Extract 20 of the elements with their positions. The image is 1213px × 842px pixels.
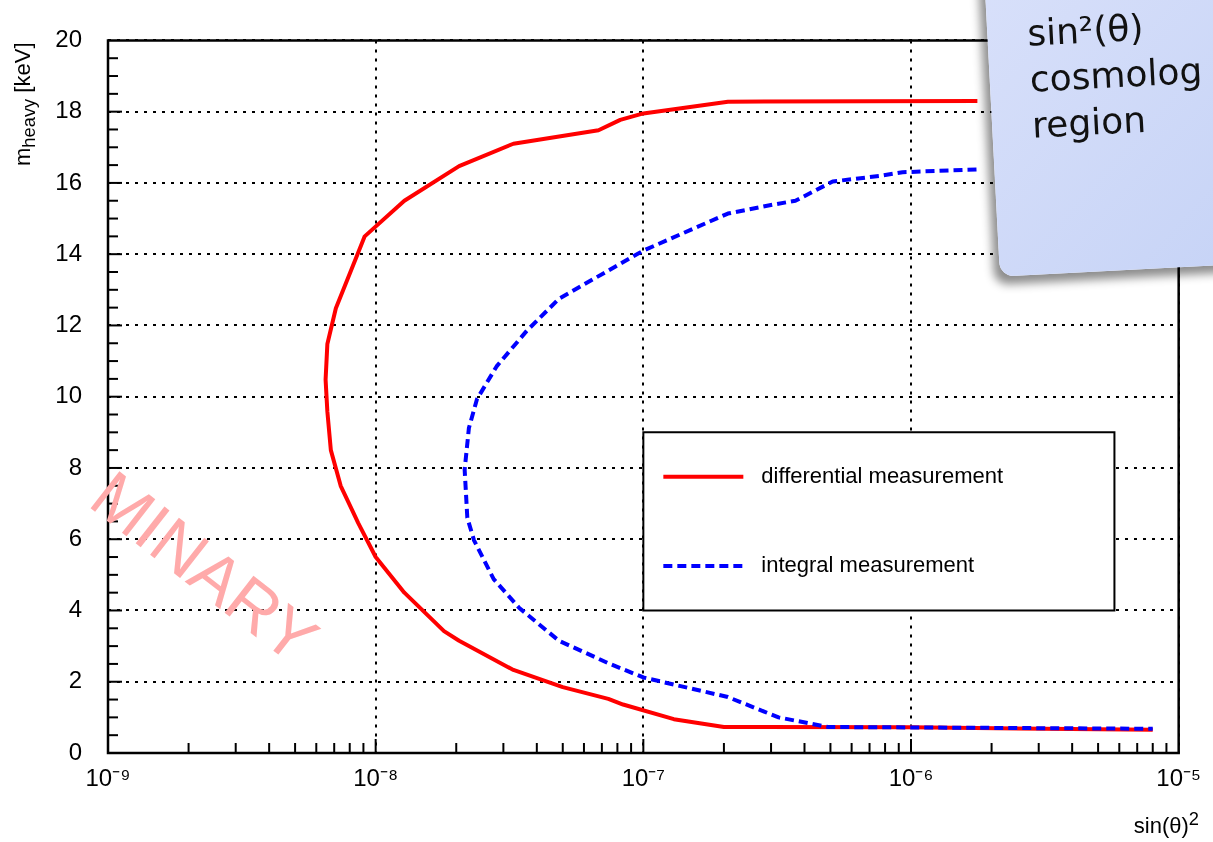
x-tick-label: 10⁻⁷ bbox=[621, 764, 666, 792]
y-tick-label: 12 bbox=[55, 310, 82, 338]
y-tick-label: 6 bbox=[68, 523, 82, 551]
y-tick-label: 2 bbox=[68, 666, 82, 694]
y-tick-label: 16 bbox=[55, 167, 82, 195]
x-tick-label: 10⁻⁵ bbox=[1156, 764, 1202, 792]
y-tick-label: 18 bbox=[55, 96, 82, 124]
y-tick-label: 4 bbox=[68, 595, 82, 623]
y-tick-label: 14 bbox=[55, 238, 82, 266]
y-tick-label: 20 bbox=[55, 25, 82, 53]
sticky-note: sin²(θ) cosmolog region bbox=[984, 0, 1213, 277]
x-tick-label: 10⁻⁹ bbox=[85, 764, 131, 792]
y-tick-label: 8 bbox=[68, 452, 82, 480]
legend-label: integral measurement bbox=[761, 552, 975, 578]
legend-label: differential measurement bbox=[761, 462, 1004, 488]
y-tick-label: 0 bbox=[68, 737, 82, 765]
y-tick-label: 10 bbox=[55, 381, 82, 409]
x-axis-title: sin(θ)$^{2}$ bbox=[1133, 808, 1199, 840]
x-tick-label: 10⁻⁸ bbox=[353, 764, 399, 792]
x-tick-label: 10⁻⁶ bbox=[888, 764, 934, 792]
